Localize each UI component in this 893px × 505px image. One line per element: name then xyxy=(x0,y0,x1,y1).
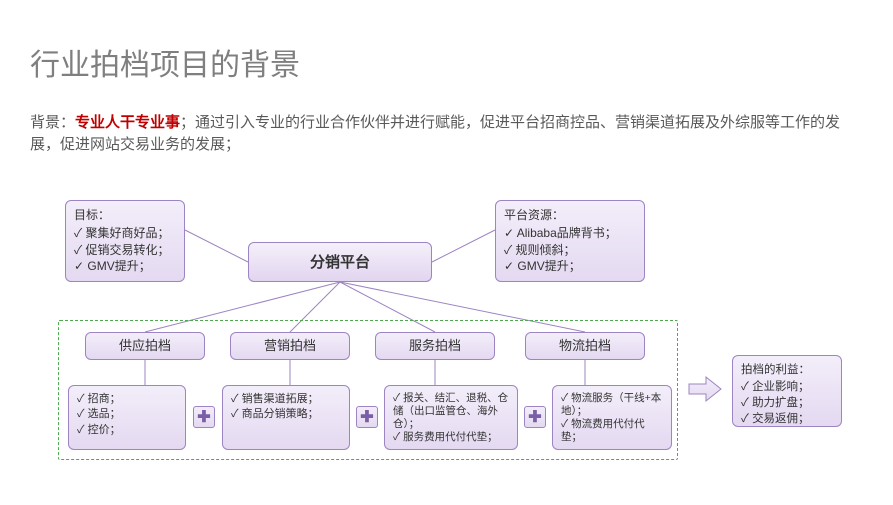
bottom-logistics-box: 物流服务（干线+本地）； 物流费用代付代垫； xyxy=(552,385,672,450)
diagram: 目标： 聚集好商好品； 促销交易转化； GMV提升； 分销平台 平台资源： Al… xyxy=(30,180,860,470)
bottom-marketing-box: 销售渠道拓展； 商品分销策略； xyxy=(222,385,350,450)
plus-icon: ✚ xyxy=(356,406,378,428)
center-platform-box: 分销平台 xyxy=(248,242,432,282)
subtitle: 背景：专业人干专业事；通过引入专业的行业合作伙伴并进行赋能，促进平台招商控品、营… xyxy=(30,112,850,156)
bottom-supply-box: 招商； 选品； 控价； xyxy=(68,385,186,450)
mid-marketing-box: 营销拍档 xyxy=(230,332,350,360)
mid-supply-box: 供应拍档 xyxy=(85,332,205,360)
goals-item: 促销交易转化； xyxy=(74,242,176,259)
mid-logistics-box: 物流拍档 xyxy=(525,332,645,360)
benefits-label: 拍档的利益： xyxy=(741,362,833,378)
resources-item: 规则倾斜； xyxy=(504,242,636,259)
goals-box: 目标： 聚集好商好品； 促销交易转化； GMV提升； xyxy=(65,200,185,282)
list-item: 招商； xyxy=(77,392,177,407)
resources-item: Alibaba品牌背书； xyxy=(504,225,636,242)
list-item: 控价； xyxy=(77,423,177,438)
list-item: 服务费用代付代垫； xyxy=(393,431,509,444)
list-item: 销售渠道拓展； xyxy=(231,392,341,407)
page-title: 行业拍档项目的背景 xyxy=(30,40,300,84)
arrow-right-icon xyxy=(688,375,722,403)
benefits-box: 拍档的利益： 企业影响； 助力扩盘； 交易返佣； xyxy=(732,355,842,427)
goals-item: 聚集好商好品； xyxy=(74,225,176,242)
goals-item: GMV提升； xyxy=(74,258,176,275)
subtitle-highlight: 专业人干专业事 xyxy=(75,114,180,131)
goals-label: 目标： xyxy=(74,207,176,224)
plus-icon: ✚ xyxy=(524,406,546,428)
benefits-item: 助力扩盘； xyxy=(741,395,833,411)
list-item: 商品分销策略； xyxy=(231,407,341,422)
benefits-item: 交易返佣； xyxy=(741,411,833,427)
plus-icon: ✚ xyxy=(193,406,215,428)
list-item: 选品； xyxy=(77,407,177,422)
resources-item: GMV提升； xyxy=(504,258,636,275)
bottom-service-box: 报关、结汇、退税、仓储（出口监管仓、海外仓）； 服务费用代付代垫； xyxy=(384,385,518,450)
list-item: 报关、结汇、退税、仓储（出口监管仓、海外仓）； xyxy=(393,392,509,431)
resources-label: 平台资源： xyxy=(504,207,636,224)
list-item: 物流费用代付代垫； xyxy=(561,418,663,444)
resources-box: 平台资源： Alibaba品牌背书； 规则倾斜； GMV提升； xyxy=(495,200,645,282)
mid-service-box: 服务拍档 xyxy=(375,332,495,360)
benefits-item: 企业影响； xyxy=(741,379,833,395)
subtitle-prefix: 背景： xyxy=(30,114,75,131)
list-item: 物流服务（干线+本地）； xyxy=(561,392,663,418)
